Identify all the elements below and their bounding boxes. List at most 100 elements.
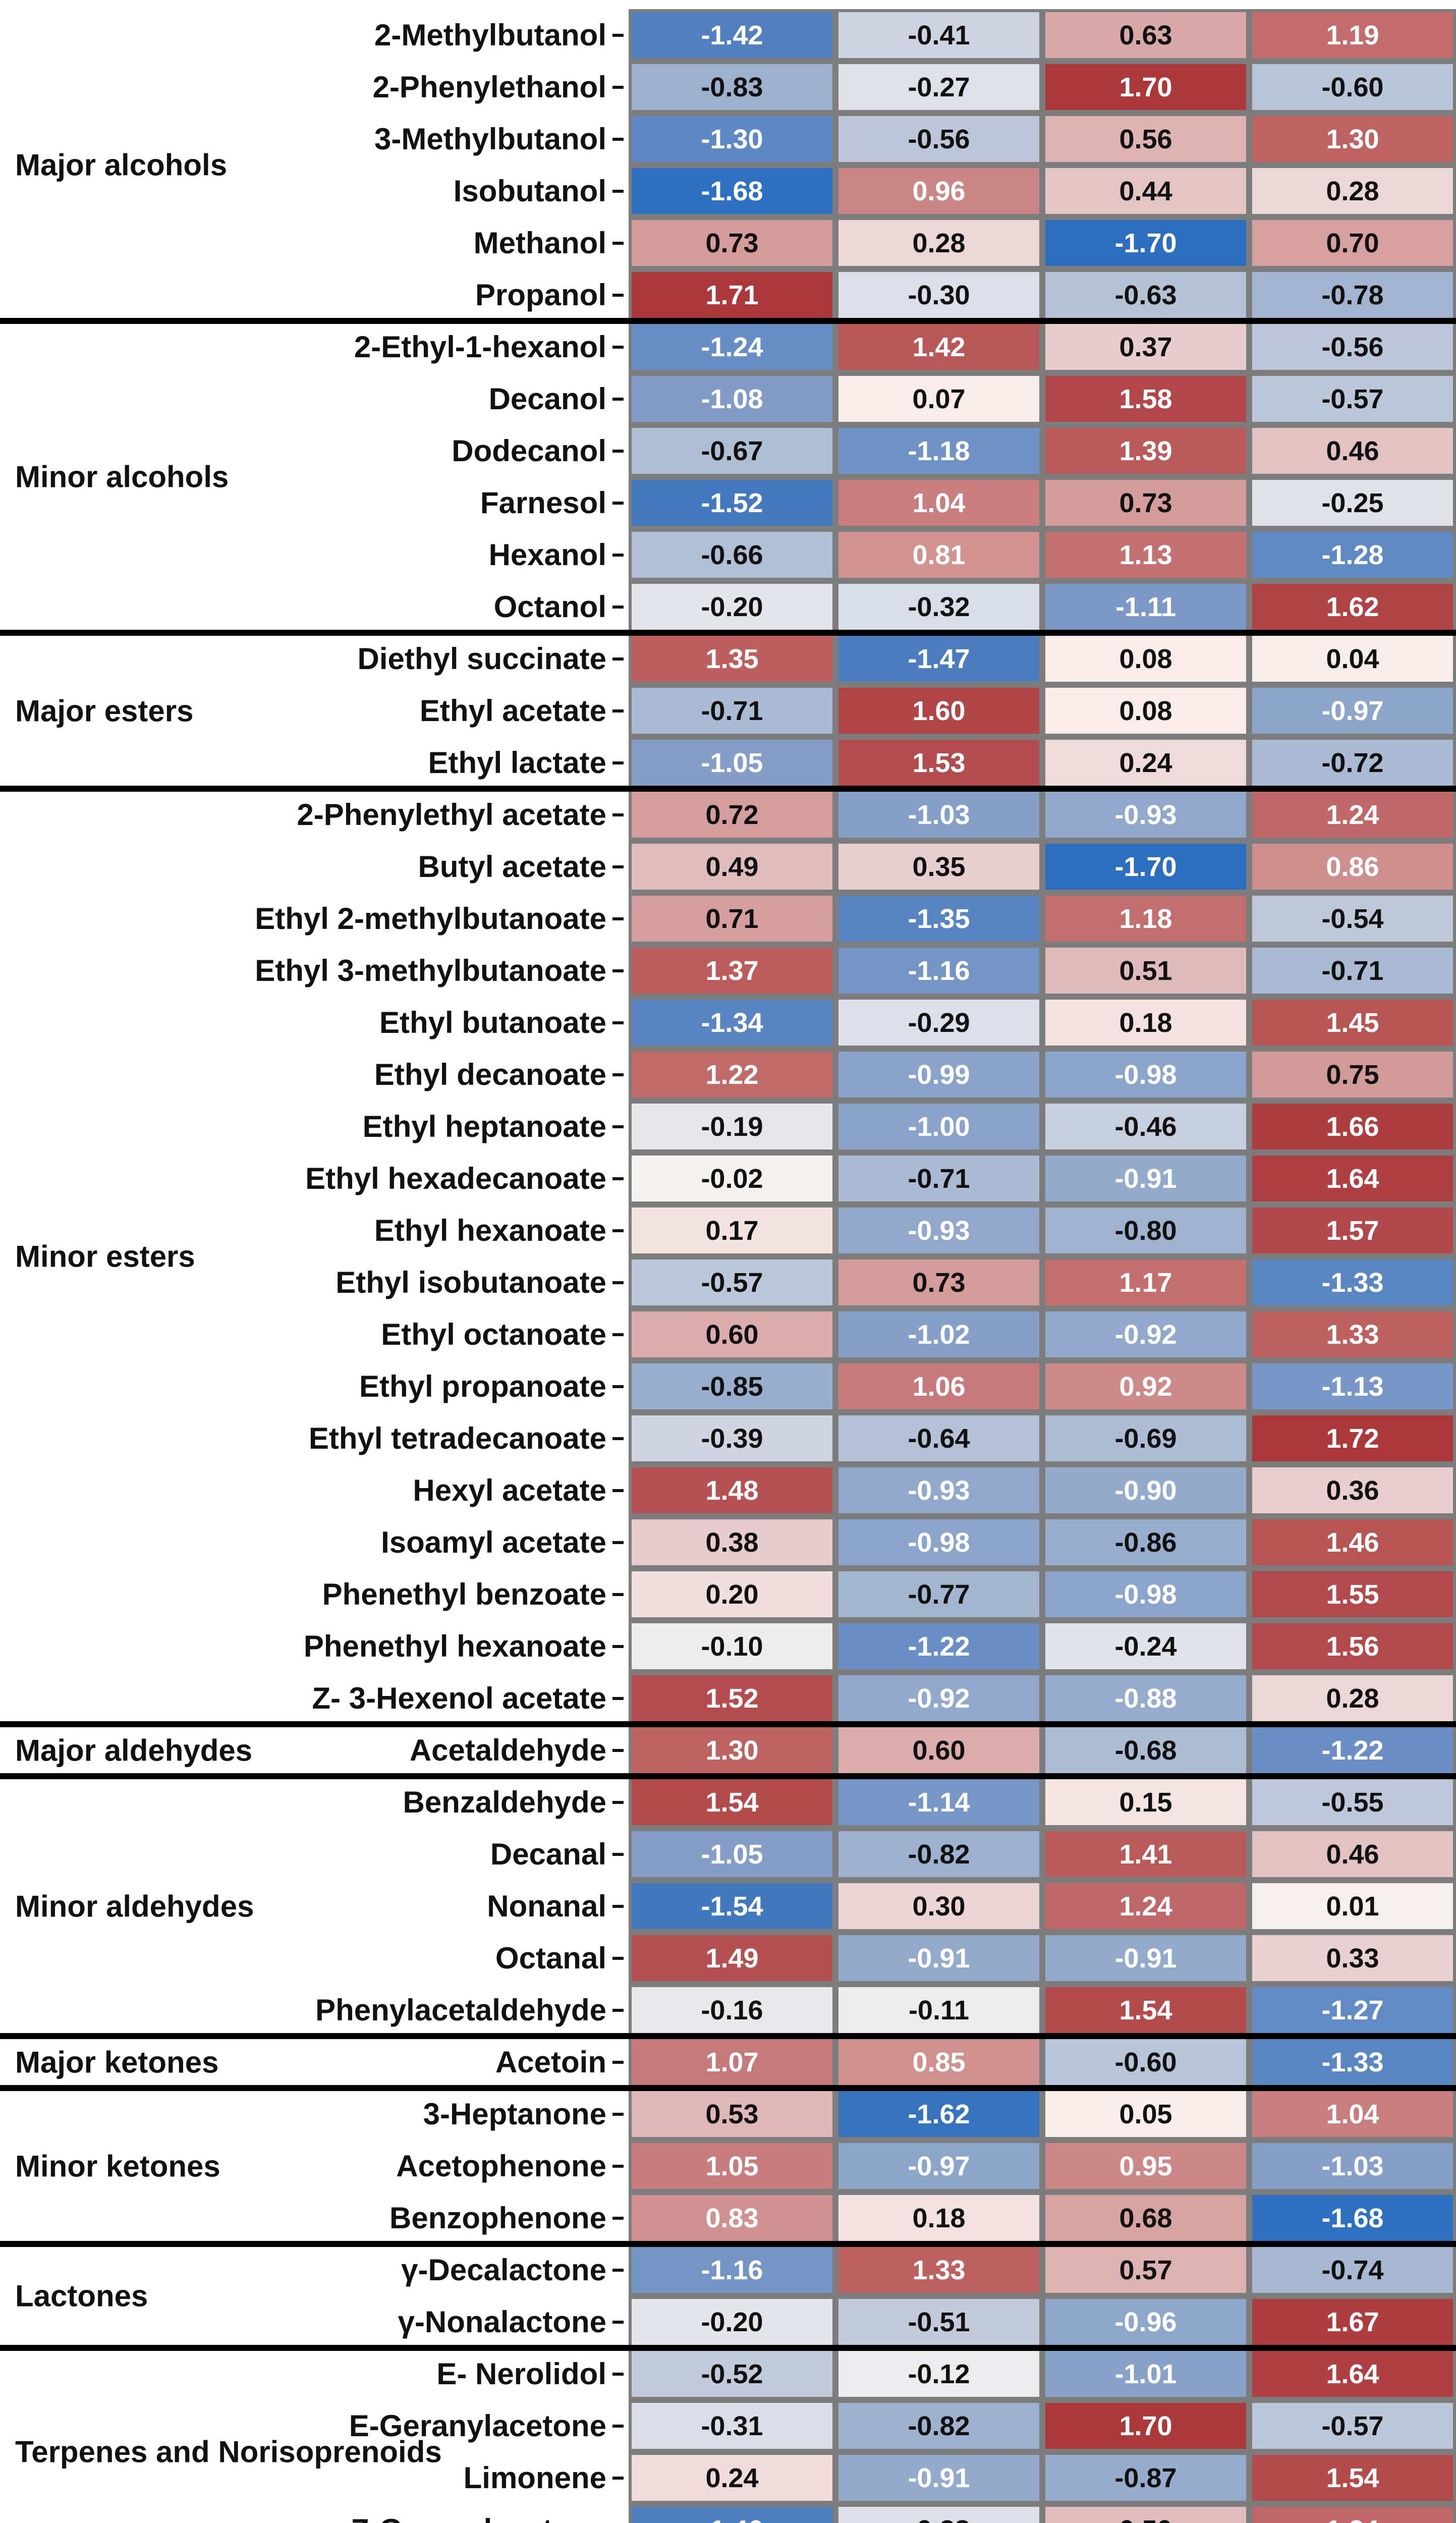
heatmap-cell-diethyl-succinate-mp-lt: 0.04 bbox=[1252, 636, 1453, 682]
heatmap-cell-ethyl-acetate-mp-lt: -0.97 bbox=[1252, 688, 1453, 734]
cell-value: 0.33 bbox=[1326, 1943, 1379, 1973]
cell-value: -0.91 bbox=[1114, 1163, 1177, 1194]
cell-value: 1.33 bbox=[912, 2255, 966, 2285]
cell-value: -1.62 bbox=[908, 2099, 970, 2129]
row-label-text: Nonanal bbox=[487, 1889, 606, 1923]
heatmap-cell-ethyl-acetate-sc: -0.71 bbox=[632, 688, 832, 734]
cell-value: -1.18 bbox=[908, 435, 970, 466]
heatmap-cell-z-3-hexenol-acetate-sc-lt: -0.88 bbox=[1045, 1675, 1246, 1721]
y-tick-mark bbox=[612, 33, 624, 37]
cell-value: 1.22 bbox=[705, 1059, 759, 1090]
heatmap-row-nonalactone: γ-Nonalactone -0.20 -0.51 -0.96 1.67 bbox=[0, 2296, 1456, 2348]
cell-value: 0.57 bbox=[1119, 2255, 1172, 2285]
heatmap-row-ethyl-lactate: Ethyl lactate -1.05 1.53 0.24 -0.72 bbox=[0, 737, 1456, 789]
row-cells: 0.60 -1.02 -0.92 1.33 bbox=[629, 1308, 1456, 1360]
cell-value: 1.53 bbox=[912, 747, 966, 778]
cell-value: 0.51 bbox=[1119, 955, 1172, 986]
heatmap-cell-nonanal-lt: 0.30 bbox=[838, 1883, 1039, 1929]
cell-value: -0.91 bbox=[908, 1943, 970, 1973]
cell-value: -0.93 bbox=[908, 1475, 970, 1506]
row-label-text: Phenylacetaldehyde bbox=[315, 1993, 606, 2027]
cell-value: 1.54 bbox=[1119, 1995, 1172, 2025]
heatmap-row-z-3-hexenol-acetate: Z- 3-Hexenol acetate 1.52 -0.92 -0.88 0.28 bbox=[0, 1672, 1456, 1724]
heatmap-cell-ethyl-octanoate-sc-lt: -0.92 bbox=[1045, 1311, 1246, 1357]
heatmap-cell-hexanol-sc-lt: 1.13 bbox=[1045, 532, 1246, 578]
row-label-text: Ethyl butanoate bbox=[379, 1006, 606, 1039]
row-label-text: Limonene bbox=[463, 2461, 606, 2495]
group-separator-line bbox=[0, 1721, 1456, 1727]
cell-value: -0.11 bbox=[908, 1995, 970, 2025]
heatmap-cell-ethyl-hexadecanoate-sc-lt: -0.91 bbox=[1045, 1156, 1246, 1201]
heatmap-cell-hexanol-mp-lt: -1.28 bbox=[1252, 532, 1453, 578]
heatmap-row-z-geranylacetone: Z-Geranylacetone -1.46 -0.28 0.50 1.24 bbox=[0, 2504, 1456, 2523]
row-label-text: Methanol bbox=[473, 226, 606, 260]
heatmap-cell-z-geranylacetone-sc-lt: 0.50 bbox=[1045, 2507, 1246, 2523]
heatmap-cell-phenethyl-hexanoate-sc: -0.10 bbox=[632, 1623, 832, 1669]
cell-value: 1.60 bbox=[912, 695, 966, 726]
heatmap-cell-ethyl-propanoate-mp-lt: -1.13 bbox=[1252, 1363, 1453, 1409]
cell-value: -0.87 bbox=[1114, 2462, 1177, 2493]
cell-value: -0.27 bbox=[908, 72, 970, 102]
heatmap-row-ethyl-tetradecanoate: Ethyl tetradecanoate -0.39 -0.64 -0.69 1.72 bbox=[0, 1412, 1456, 1464]
heatmap-row-isobutanol: Isobutanol -1.68 0.96 0.44 0.28 bbox=[0, 165, 1456, 217]
heatmap-cell-phenethyl-hexanoate-mp-lt: 1.56 bbox=[1252, 1623, 1453, 1669]
row-label-text: Dodecanol bbox=[452, 434, 606, 468]
heatmap-row-benzophenone: Benzophenone 0.83 0.18 0.68 -1.68 bbox=[0, 2192, 1456, 2244]
row-cells: 0.24 -0.91 -0.87 1.54 bbox=[629, 2452, 1456, 2504]
group-label-minor-ketones: Minor ketones bbox=[15, 2149, 220, 2183]
row-label-text: Acetophenone bbox=[396, 2149, 606, 2183]
row-label-text: Hexyl acetate bbox=[413, 1473, 606, 1507]
cell-value: 1.37 bbox=[705, 955, 759, 986]
row-label-ethyl-decanoate: Ethyl decanoate bbox=[0, 1049, 629, 1101]
cell-value: 0.36 bbox=[1326, 1475, 1379, 1506]
heatmap-cell-ethyl-decanoate-lt: -0.99 bbox=[838, 1052, 1039, 1098]
row-label-text: Decanal bbox=[490, 1837, 606, 1871]
heatmap-row-propanol: Propanol 1.71 -0.30 -0.63 -0.78 bbox=[0, 269, 1456, 321]
cell-value: -0.32 bbox=[908, 591, 970, 622]
row-label-limonene: Limonene bbox=[0, 2452, 629, 2504]
cell-value: 0.68 bbox=[1119, 2203, 1172, 2233]
row-label-octanol: Octanol bbox=[0, 581, 629, 633]
row-label-isobutanol: Isobutanol bbox=[0, 165, 629, 217]
cell-value: 0.18 bbox=[912, 2203, 966, 2233]
heatmap-cell-z-3-hexenol-acetate-mp-lt: 0.28 bbox=[1252, 1675, 1453, 1721]
heatmap-row-ethyl-hexadecanoate: Ethyl hexadecanoate -0.02 -0.71 -0.91 1.64 bbox=[0, 1153, 1456, 1204]
cell-value: 1.56 bbox=[1326, 1631, 1379, 1662]
heatmap-row-nonanal: Nonanal -1.54 0.30 1.24 0.01 bbox=[0, 1880, 1456, 1932]
cell-value: 1.24 bbox=[1326, 2514, 1379, 2523]
row-label-text: Ethyl hexanoate bbox=[374, 1214, 606, 1247]
cell-value: 0.17 bbox=[705, 1215, 759, 1246]
heatmap-cell-ethyl-heptanoate-lt: -1.00 bbox=[838, 1104, 1039, 1149]
row-label-farnesol: Farnesol bbox=[0, 477, 629, 529]
cell-value: -0.12 bbox=[908, 2359, 970, 2389]
row-label-diethyl-succinate: Diethyl succinate bbox=[0, 633, 629, 685]
y-tick-mark bbox=[612, 1852, 624, 1856]
heatmap-cell-decalactone-mp-lt: -0.74 bbox=[1252, 2247, 1453, 2293]
cell-value: 1.64 bbox=[1326, 2359, 1379, 2389]
heatmap-cell-acetaldehyde-sc-lt: -0.68 bbox=[1045, 1727, 1246, 1773]
heatmap-cell-e-geranylacetone-lt: -0.82 bbox=[838, 2403, 1039, 2449]
row-label-text: γ-Decalactone bbox=[401, 2253, 606, 2287]
heatmap-cell-z-3-hexenol-acetate-sc: 1.52 bbox=[632, 1675, 832, 1721]
group-separator-line bbox=[0, 2345, 1456, 2351]
row-label-text: Benzaldehyde bbox=[403, 1785, 606, 1819]
heatmap-row-ethyl-decanoate: Ethyl decanoate 1.22 -0.99 -0.98 0.75 bbox=[0, 1049, 1456, 1101]
cell-value: -1.08 bbox=[701, 383, 763, 414]
heatmap-cell-isobutanol-lt: 0.96 bbox=[838, 168, 1039, 214]
cell-value: 1.13 bbox=[1119, 539, 1172, 570]
cell-value: -1.30 bbox=[701, 124, 763, 154]
cell-value: -0.98 bbox=[1114, 1579, 1177, 1610]
row-label-phenethyl-benzoate: Phenethyl benzoate bbox=[0, 1568, 629, 1620]
cell-value: -0.30 bbox=[908, 280, 970, 310]
heatmap-cell-ethyl-tetradecanoate-sc-lt: -0.69 bbox=[1045, 1415, 1246, 1461]
row-label-text: Ethyl lactate bbox=[428, 746, 606, 780]
heatmap-cell-phenylacetaldehyde-lt: -0.11 bbox=[838, 1987, 1039, 2033]
heatmap-row-decalactone: γ-Decalactone -1.16 1.33 0.57 -0.74 bbox=[0, 2244, 1456, 2296]
heatmap-cell-ethyl-isobutanoate-sc-lt: 1.17 bbox=[1045, 1259, 1246, 1305]
cell-value: -0.66 bbox=[701, 539, 763, 570]
y-tick-mark bbox=[612, 969, 624, 972]
cell-value: 1.45 bbox=[1326, 1007, 1379, 1038]
row-cells: -1.16 1.33 0.57 -0.74 bbox=[629, 2244, 1456, 2296]
heatmap-cell-ethyl-2-methylbutanoate-sc-lt: 1.18 bbox=[1045, 896, 1246, 942]
row-label-ethyl-lactate: Ethyl lactate bbox=[0, 737, 629, 789]
